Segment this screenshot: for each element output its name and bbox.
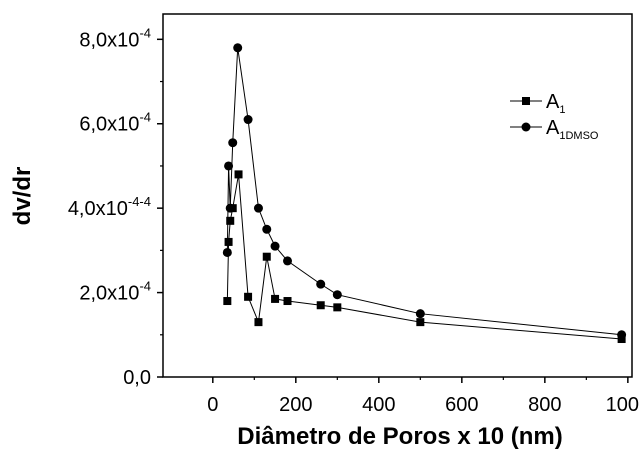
series-layer [222, 43, 627, 344]
data-point-square [226, 216, 235, 225]
x-tick-label: 800 [528, 394, 561, 416]
legend-marker-circle [521, 122, 531, 132]
data-point-circle [224, 161, 234, 171]
data-point-circle [617, 330, 627, 340]
y-tick-label: 0,0 [123, 367, 151, 389]
data-point-circle [228, 138, 238, 148]
data-point-square [224, 237, 233, 246]
data-point-square [223, 297, 232, 306]
legend-label: A1DMSO [546, 117, 599, 142]
data-point-square [333, 303, 342, 312]
data-point-square [416, 318, 425, 327]
data-point-square [262, 252, 271, 261]
x-axis-label: Diâmetro de Poros x 10 (nm) [237, 423, 562, 450]
x-tick-label: 600 [445, 394, 478, 416]
data-point-circle [262, 224, 272, 234]
y-tick-label: 2,0x10-4 [79, 279, 151, 305]
y-tick-label: 6,0x10-4 [79, 110, 151, 136]
y-axis-label: dv/dr [9, 167, 36, 226]
y-tick-label: 8,0x10-4 [79, 25, 151, 51]
data-point-circle [233, 43, 243, 53]
data-point-circle [332, 290, 342, 300]
data-point-square [244, 292, 253, 301]
legend-marker-square [522, 97, 530, 105]
data-point-circle [253, 203, 263, 213]
data-point-square [254, 318, 263, 327]
x-tick-label: 0 [207, 394, 218, 416]
plot-frame [162, 13, 633, 378]
data-point-circle [222, 247, 232, 257]
data-point-circle [415, 309, 425, 319]
data-point-square [271, 294, 280, 303]
legend-label: A1 [546, 91, 565, 116]
data-point-square [283, 297, 292, 306]
x-tick-label: 200 [279, 394, 312, 416]
data-point-square [316, 301, 325, 310]
data-point-circle [243, 115, 253, 125]
x-tick-label: 400 [362, 394, 395, 416]
data-point-circle [270, 241, 280, 251]
data-point-circle [225, 203, 235, 213]
data-point-square [234, 170, 243, 179]
y-tick-label: 4,0x10-4-4 [68, 194, 151, 220]
data-point-circle [316, 279, 326, 289]
data-point-circle [283, 256, 293, 266]
series-line-1 [226, 47, 622, 336]
